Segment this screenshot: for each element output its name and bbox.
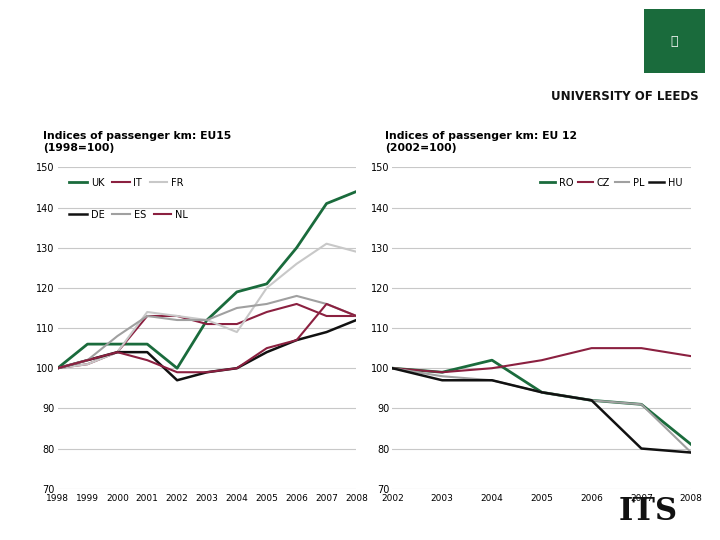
Legend: DE, ES, NL: DE, ES, NL: [66, 206, 192, 224]
Legend: RO, CZ, PL, HU: RO, CZ, PL, HU: [536, 174, 686, 192]
Text: Indices of passenger km: EU15
(1998=100): Indices of passenger km: EU15 (1998=100): [43, 131, 231, 153]
Text: In EU15, fastest growing passenger railways are UK,
France and Spain ((VS). Lowe: In EU15, fastest growing passenger railw…: [13, 16, 392, 78]
Text: UNIVERSITY OF LEEDS: UNIVERSITY OF LEEDS: [551, 90, 698, 103]
FancyBboxPatch shape: [644, 9, 705, 73]
Text: Indices of passenger km: EU 12
(2002=100): Indices of passenger km: EU 12 (2002=100…: [385, 131, 577, 153]
Text: 🏛: 🏛: [670, 35, 678, 48]
Text: ITS: ITS: [618, 496, 678, 527]
